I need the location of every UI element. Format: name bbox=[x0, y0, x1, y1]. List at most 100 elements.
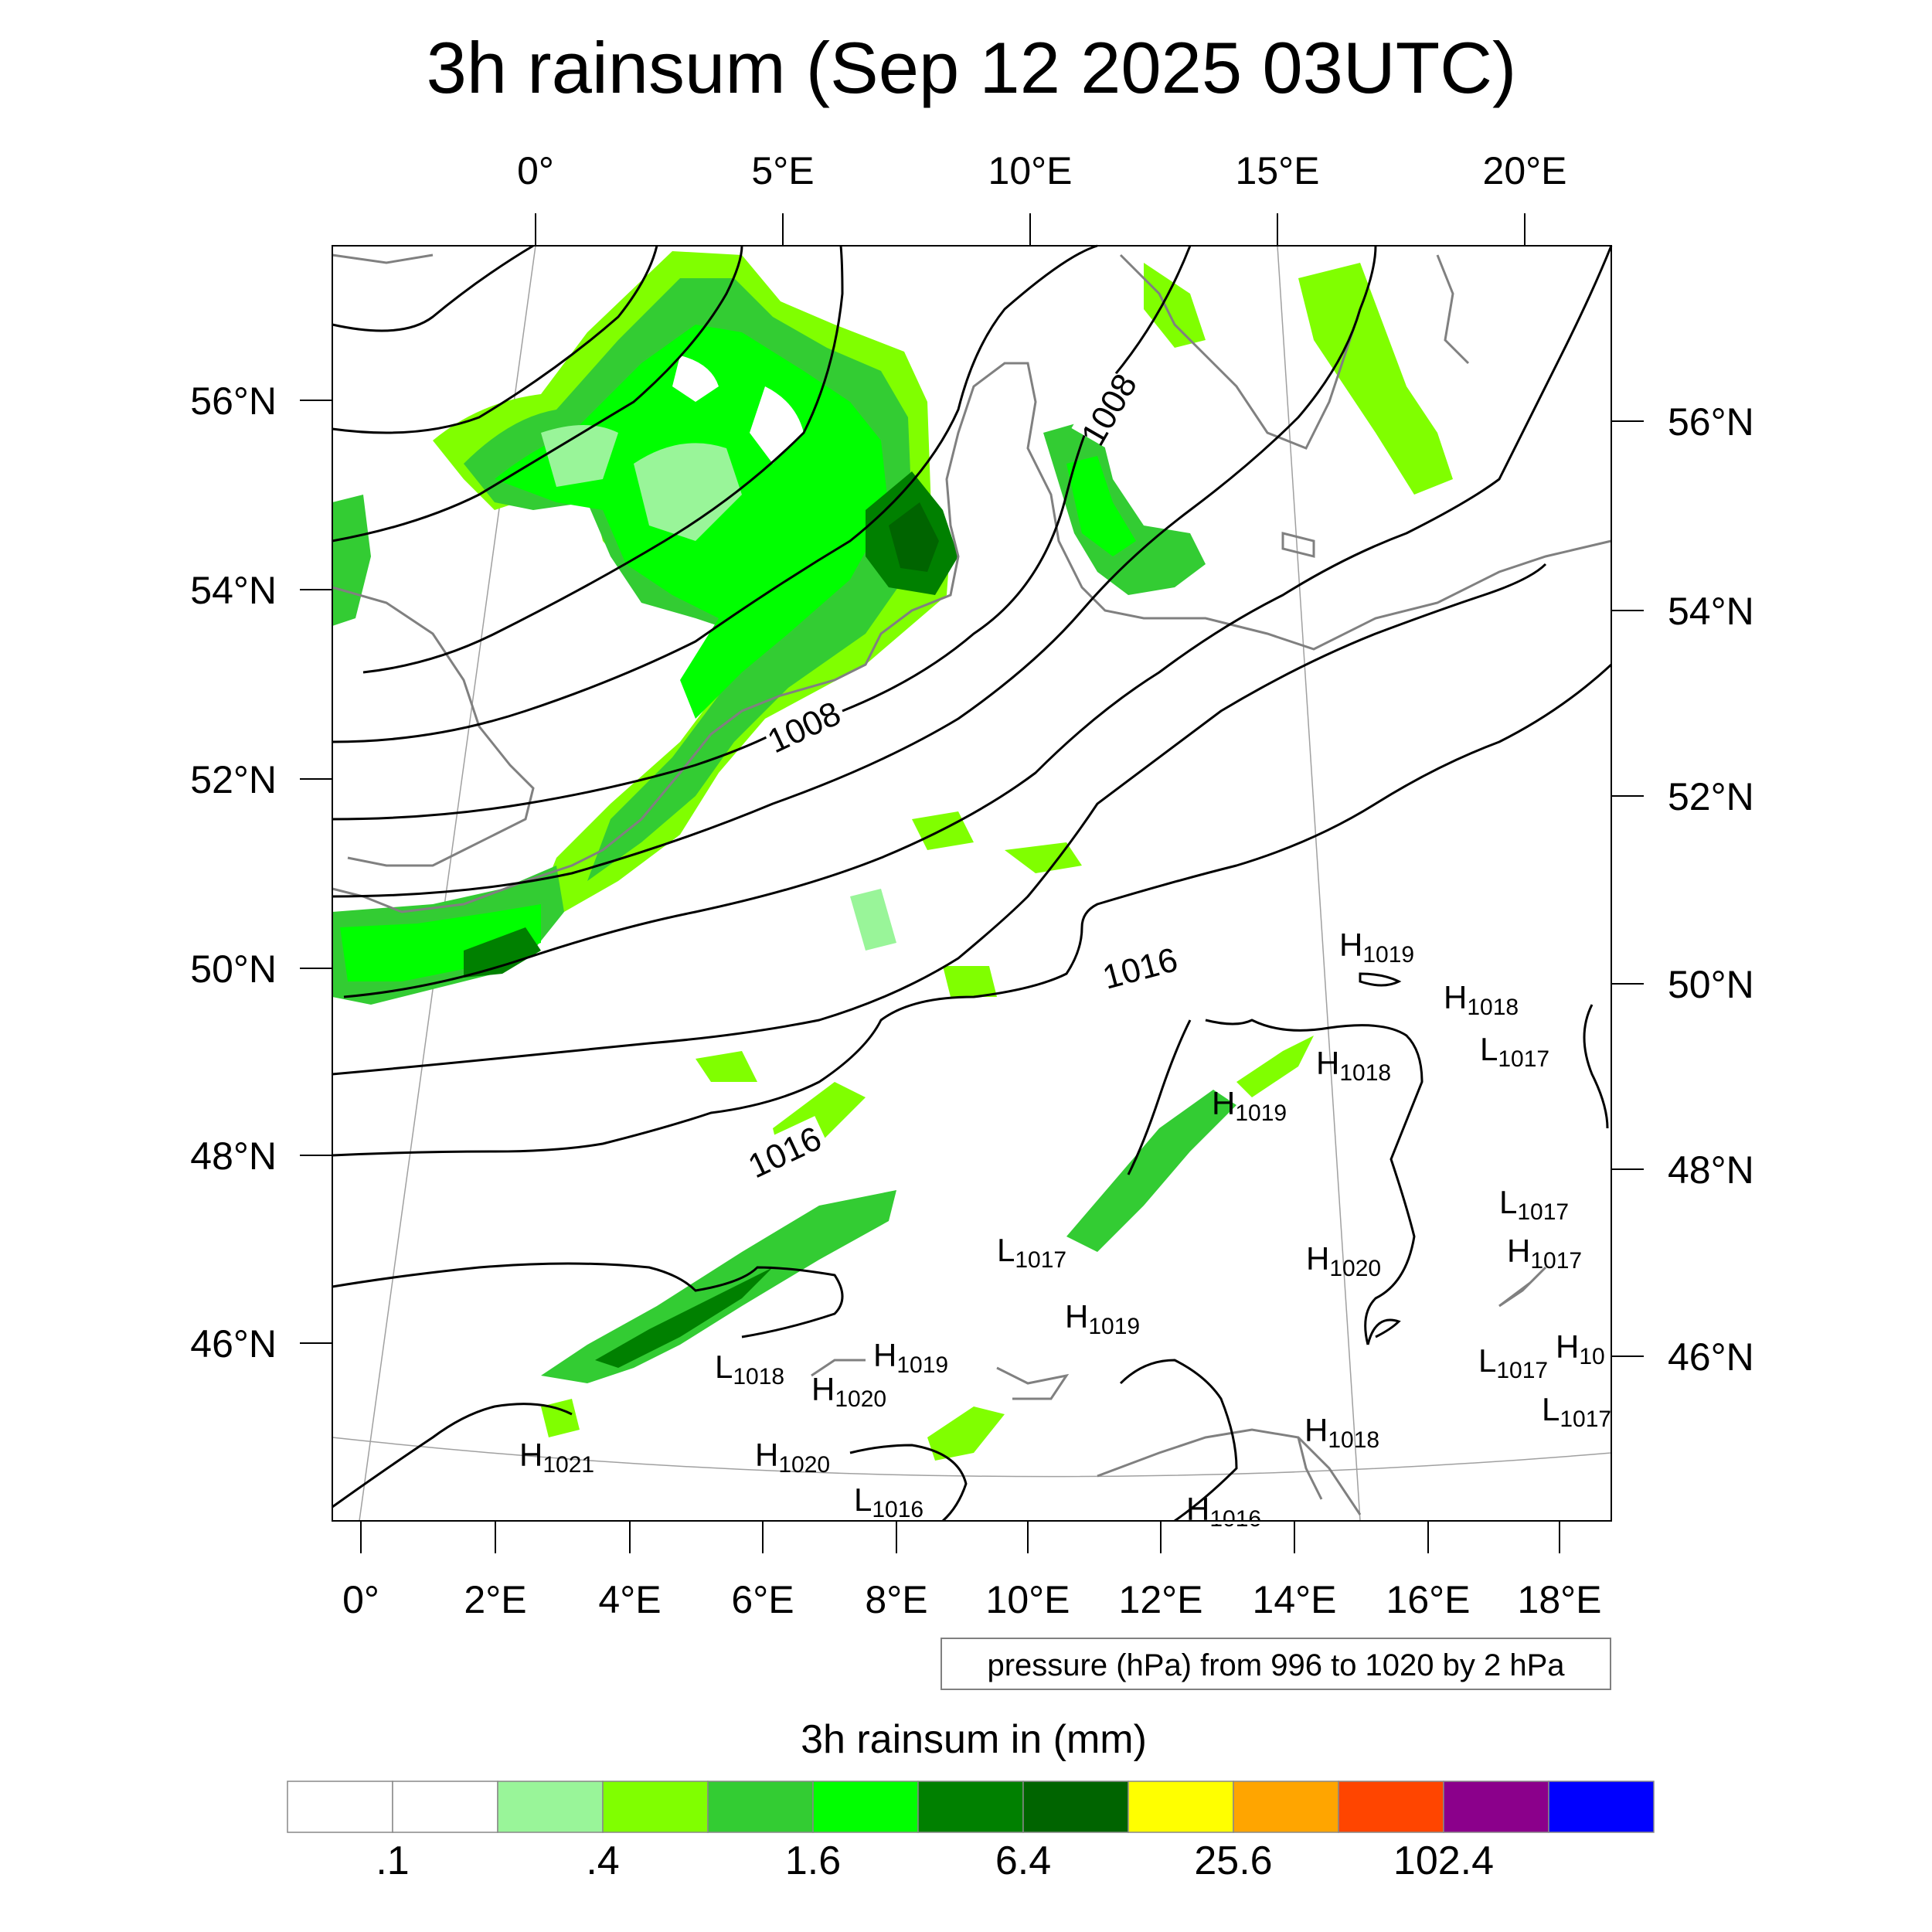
pressure-center-label: H1019 bbox=[873, 1337, 948, 1378]
pressure-center-label: H1019 bbox=[1212, 1085, 1287, 1126]
left-lat-label: 52°N bbox=[190, 758, 277, 801]
bottom-lon-label: 14°E bbox=[1253, 1578, 1337, 1621]
contour-info-box bbox=[940, 1638, 1611, 1690]
bottom-longitude-axis bbox=[360, 1521, 1560, 1553]
pressure-center-label: H1019 bbox=[1339, 927, 1414, 968]
left-lat-label: 54°N bbox=[190, 569, 277, 612]
center-value: 1017 bbox=[1498, 1046, 1549, 1072]
isobar-line bbox=[842, 245, 1192, 713]
bottom-lon-label: 2°E bbox=[464, 1578, 526, 1621]
right-latitude-axis bbox=[1611, 420, 1644, 1357]
isobar-label-bg bbox=[1071, 368, 1147, 451]
isobar-line bbox=[1205, 1019, 1423, 1345]
pressure-center-label: H1020 bbox=[755, 1437, 830, 1478]
left-lat-label: 48°N bbox=[190, 1134, 277, 1178]
colorbar-swatch bbox=[602, 1781, 709, 1833]
isobar-line bbox=[362, 245, 844, 674]
center-value: 1020 bbox=[778, 1452, 830, 1478]
panel-mask bbox=[0, 1521, 1932, 1524]
colorbar-label: 102.4 bbox=[1393, 1838, 1494, 1883]
center-value: 1018 bbox=[1467, 995, 1519, 1020]
coastline bbox=[1297, 1437, 1323, 1500]
colorbar-swatch bbox=[1548, 1781, 1655, 1833]
colorbar-swatch bbox=[1443, 1781, 1549, 1833]
center-value: 1017 bbox=[1496, 1358, 1548, 1383]
center-type: L bbox=[1542, 1391, 1560, 1427]
colorbar bbox=[287, 1781, 1655, 1833]
right-lat-label: 54°N bbox=[1668, 590, 1754, 633]
isobar-line bbox=[849, 1444, 968, 1522]
center-value: 1018 bbox=[1339, 1060, 1391, 1086]
coastlines bbox=[332, 253, 1612, 1515]
center-value: 1020 bbox=[1329, 1256, 1381, 1281]
colorbar-swatch bbox=[392, 1781, 498, 1833]
center-type: H bbox=[1444, 979, 1467, 1015]
isobar-line bbox=[332, 244, 1098, 743]
pressure-center-label: L1017 bbox=[1478, 1342, 1548, 1383]
isobar-label-bg bbox=[1094, 938, 1186, 997]
bottom-lon-label: 0° bbox=[342, 1578, 379, 1621]
center-value: 1019 bbox=[1235, 1100, 1287, 1126]
isobar-line bbox=[332, 245, 743, 543]
coastline-uk bbox=[332, 586, 535, 867]
isobar-line bbox=[332, 1403, 573, 1509]
coastline bbox=[811, 1359, 866, 1377]
pressure-center-label: H1019 bbox=[1065, 1298, 1140, 1339]
pressure-center-label: H1018 bbox=[1444, 979, 1519, 1020]
top-longitude-axis bbox=[535, 213, 1526, 246]
isobar-line bbox=[1359, 972, 1402, 987]
pressure-center-label: H1018 bbox=[1304, 1412, 1379, 1453]
center-value: 1020 bbox=[835, 1386, 886, 1412]
top-lon-label: 5°E bbox=[751, 149, 814, 192]
island-coast bbox=[1281, 532, 1315, 558]
isobar-line bbox=[332, 563, 1547, 1076]
center-type: L bbox=[715, 1349, 733, 1385]
center-type: H bbox=[1306, 1240, 1329, 1277]
rain-area bbox=[850, 889, 896, 951]
center-type: H bbox=[1316, 1045, 1339, 1081]
center-value: 1018 bbox=[733, 1364, 784, 1389]
coastline-adriatic bbox=[1097, 1428, 1362, 1515]
coastline bbox=[332, 362, 1612, 913]
pressure-center-label: L1017 bbox=[1499, 1184, 1569, 1225]
bottom-lon-label: 12°E bbox=[1119, 1578, 1203, 1621]
right-lat-label: 48°N bbox=[1668, 1148, 1754, 1192]
colorbar-label: .1 bbox=[376, 1838, 409, 1883]
rain-area bbox=[541, 1399, 580, 1437]
isobar-line bbox=[332, 245, 658, 434]
bottom-lon-label: 6°E bbox=[731, 1578, 794, 1621]
rain-core bbox=[889, 502, 939, 572]
center-value: 1017 bbox=[1015, 1247, 1066, 1273]
lake-coast bbox=[996, 1366, 1070, 1400]
isobar-label-bg bbox=[760, 692, 847, 760]
isobar-line bbox=[332, 245, 1377, 898]
colorbar-title: 3h rainsum in (mm) bbox=[801, 1717, 1147, 1762]
lake-coast bbox=[1498, 1266, 1547, 1308]
pressure-center-label: H10 bbox=[1556, 1328, 1605, 1369]
rain-area bbox=[696, 1051, 757, 1082]
rain-area bbox=[943, 966, 997, 997]
center-value: 1019 bbox=[1362, 942, 1414, 968]
colorbar-swatch bbox=[707, 1781, 814, 1833]
left-lat-label: 56°N bbox=[190, 379, 277, 423]
center-value: 1016 bbox=[872, 1497, 923, 1522]
meridian-line bbox=[1277, 245, 1361, 1522]
pressure-center-label: L1016 bbox=[854, 1481, 923, 1522]
center-value: 1017 bbox=[1530, 1248, 1582, 1274]
colorbar-swatch bbox=[497, 1781, 604, 1833]
center-type: H bbox=[811, 1371, 835, 1407]
right-lat-label: 50°N bbox=[1668, 963, 1754, 1006]
pressure-center-label: H1018 bbox=[1316, 1045, 1391, 1086]
isobar-line bbox=[332, 244, 534, 332]
center-type: L bbox=[1480, 1031, 1498, 1067]
rain-area bbox=[634, 443, 742, 541]
rain-area bbox=[1144, 263, 1206, 348]
isobar-line bbox=[332, 663, 1613, 1157]
center-type: H bbox=[1507, 1233, 1530, 1269]
center-type: H bbox=[1339, 927, 1362, 963]
pressure-center-label: L1018 bbox=[715, 1349, 784, 1389]
colorbar-swatch bbox=[1233, 1781, 1339, 1833]
center-type: H bbox=[1304, 1412, 1328, 1448]
pressure-centers: H1019 H1018 L1017 H1018 H1019 L1017 L101… bbox=[519, 927, 1611, 1532]
